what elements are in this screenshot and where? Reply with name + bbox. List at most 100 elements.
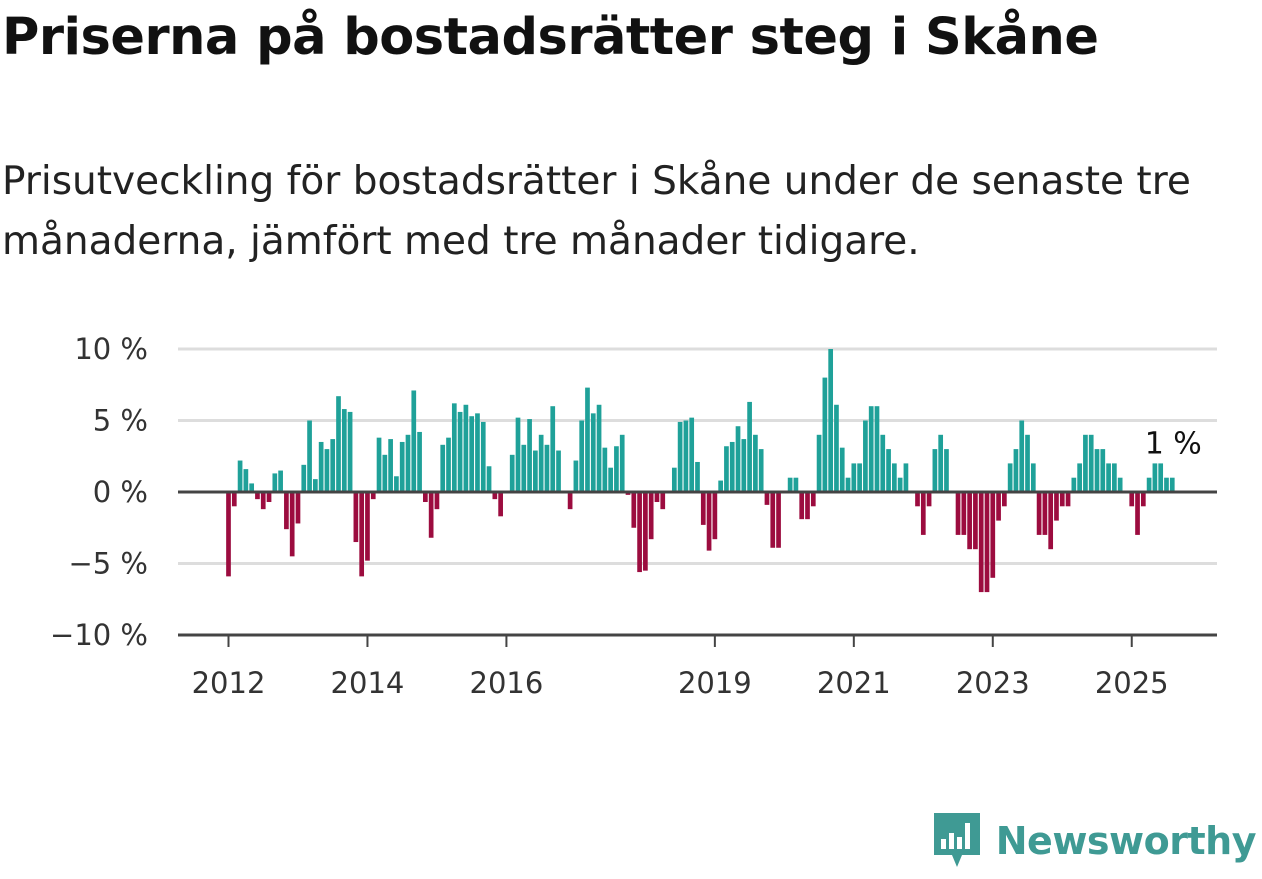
bar bbox=[1036, 492, 1042, 535]
bar bbox=[1088, 434, 1094, 492]
bar bbox=[735, 426, 741, 492]
bar bbox=[810, 492, 816, 507]
bar bbox=[689, 417, 695, 492]
bar bbox=[295, 492, 301, 524]
bar bbox=[382, 454, 388, 492]
bar bbox=[550, 406, 556, 492]
bar bbox=[451, 403, 457, 492]
bar bbox=[480, 421, 486, 492]
bar bbox=[770, 492, 776, 548]
bar bbox=[347, 411, 353, 492]
bar bbox=[272, 473, 278, 492]
bar bbox=[1140, 492, 1146, 507]
bar bbox=[486, 466, 492, 492]
bar bbox=[434, 492, 440, 510]
bar bbox=[897, 477, 903, 492]
bar bbox=[440, 444, 446, 492]
bar bbox=[753, 434, 758, 492]
bar bbox=[1152, 463, 1158, 492]
x-tick-label: 2012 bbox=[192, 666, 266, 700]
brand-logo: Newsworthy bbox=[932, 811, 1257, 871]
bar bbox=[828, 349, 834, 492]
bar bbox=[1129, 492, 1135, 507]
bar bbox=[608, 467, 613, 492]
bars bbox=[226, 349, 1175, 593]
x-tick-label: 2016 bbox=[470, 666, 544, 700]
bar bbox=[1042, 492, 1048, 535]
bar bbox=[1059, 492, 1065, 507]
bar bbox=[492, 492, 498, 500]
x-tick-label: 2021 bbox=[817, 666, 891, 700]
bar bbox=[1117, 477, 1123, 492]
bar bbox=[718, 480, 723, 492]
last-value-label: 1 % bbox=[1145, 427, 1202, 462]
bar bbox=[886, 449, 891, 492]
x-tick-label: 2019 bbox=[678, 666, 752, 700]
bar bbox=[1065, 492, 1071, 507]
bar bbox=[944, 449, 949, 492]
bar bbox=[573, 460, 579, 492]
bar bbox=[839, 447, 845, 492]
bar bbox=[880, 434, 886, 492]
bar bbox=[278, 470, 283, 492]
bar bbox=[284, 492, 289, 530]
bar bbox=[729, 441, 735, 492]
bar bbox=[1013, 449, 1019, 492]
bar bbox=[816, 434, 822, 492]
bar bbox=[538, 434, 544, 492]
bar bbox=[793, 477, 799, 492]
bar bbox=[353, 492, 359, 543]
bar bbox=[231, 492, 237, 507]
bar bbox=[712, 492, 718, 540]
bar bbox=[515, 417, 521, 492]
bar bbox=[1019, 420, 1025, 492]
bar bbox=[967, 492, 972, 550]
bar bbox=[868, 406, 874, 492]
bar bbox=[579, 420, 585, 492]
bar bbox=[1002, 492, 1007, 507]
bar bbox=[1146, 477, 1152, 492]
y-tick-label: −10 % bbox=[50, 618, 148, 652]
bar bbox=[1025, 434, 1030, 492]
bar bbox=[920, 492, 926, 535]
bar bbox=[585, 387, 590, 492]
bar bbox=[822, 377, 828, 492]
bar bbox=[318, 441, 324, 492]
bar bbox=[805, 492, 810, 520]
bar bbox=[776, 492, 781, 548]
bar bbox=[307, 420, 312, 492]
bar bbox=[747, 401, 752, 492]
bar bbox=[706, 492, 712, 551]
bar bbox=[365, 492, 370, 561]
bar bbox=[533, 450, 538, 492]
bar bbox=[695, 461, 700, 492]
bar bbox=[469, 416, 475, 492]
bar bbox=[764, 492, 770, 505]
bar bbox=[399, 441, 405, 492]
bar bbox=[614, 446, 619, 492]
bar bbox=[915, 492, 920, 507]
bar bbox=[973, 492, 978, 550]
bar bbox=[631, 492, 637, 528]
y-axis-labels: 10 % 5 % 0 % −5 % −10 % bbox=[50, 332, 148, 652]
bar bbox=[903, 463, 909, 492]
bar bbox=[567, 492, 573, 510]
bar bbox=[857, 463, 862, 492]
bar bbox=[446, 437, 451, 492]
bar bbox=[741, 439, 747, 492]
bar bbox=[417, 431, 422, 492]
bar bbox=[411, 390, 417, 492]
bar bbox=[1030, 463, 1036, 492]
bar bbox=[249, 483, 255, 492]
bar bbox=[724, 446, 729, 492]
bar bbox=[255, 492, 260, 500]
bar bbox=[851, 463, 857, 492]
bar bbox=[648, 492, 654, 540]
bar bbox=[932, 449, 938, 492]
bar bbox=[330, 439, 336, 492]
bar bbox=[1169, 477, 1175, 492]
y-tick-label: −5 % bbox=[68, 547, 148, 581]
bar bbox=[1071, 477, 1077, 492]
bar bbox=[1054, 492, 1059, 521]
y-tick-label: 0 % bbox=[93, 475, 148, 509]
